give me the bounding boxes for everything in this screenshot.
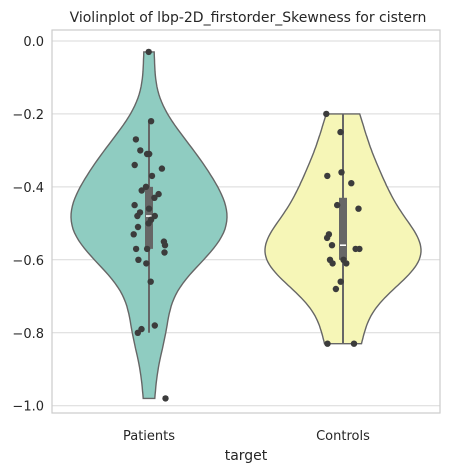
data-point bbox=[143, 245, 151, 253]
y-tick-label: −1.0 bbox=[12, 400, 44, 415]
data-point bbox=[131, 201, 138, 209]
data-point bbox=[142, 183, 150, 190]
point-layer bbox=[130, 48, 363, 402]
data-point bbox=[161, 242, 169, 249]
data-point bbox=[161, 249, 168, 256]
data-point bbox=[338, 169, 345, 176]
data-point bbox=[337, 278, 344, 285]
x-tick-label: Patients bbox=[123, 429, 175, 444]
data-point bbox=[155, 190, 162, 198]
data-point bbox=[143, 260, 150, 267]
data-point bbox=[324, 340, 331, 347]
y-tick-label: 0.0 bbox=[23, 35, 44, 50]
iqr-box-controls bbox=[339, 197, 347, 260]
y-tick-labels: 0.0 −0.2 −0.4 −0.6 −0.8 −1.0 bbox=[12, 35, 44, 415]
data-point bbox=[348, 180, 355, 187]
data-point bbox=[151, 194, 158, 201]
data-point bbox=[135, 256, 142, 263]
y-tick-label: −0.2 bbox=[12, 108, 44, 123]
x-tick-labels: Patients Controls bbox=[123, 429, 370, 444]
data-point bbox=[324, 172, 331, 180]
data-point bbox=[131, 161, 138, 169]
data-point bbox=[134, 212, 141, 220]
data-point bbox=[134, 223, 142, 231]
data-point bbox=[343, 260, 350, 267]
data-point bbox=[350, 340, 358, 347]
data-point bbox=[148, 172, 156, 180]
x-axis-label: target bbox=[225, 448, 268, 464]
data-point bbox=[323, 234, 331, 242]
data-point bbox=[145, 48, 152, 56]
data-point bbox=[132, 245, 140, 253]
data-point bbox=[134, 329, 141, 336]
data-point bbox=[146, 150, 153, 158]
y-tick-label: −0.4 bbox=[12, 181, 44, 196]
plot-frame bbox=[51, 29, 441, 414]
data-point bbox=[147, 278, 154, 285]
data-point bbox=[132, 136, 140, 143]
data-point bbox=[356, 245, 363, 253]
y-tick-label: −0.8 bbox=[12, 327, 44, 342]
data-point bbox=[329, 260, 336, 267]
data-point bbox=[145, 220, 152, 227]
violin-layer bbox=[70, 51, 422, 400]
data-point bbox=[137, 147, 144, 154]
data-point bbox=[151, 322, 158, 329]
data-point bbox=[138, 187, 145, 194]
data-point bbox=[147, 118, 155, 125]
data-point bbox=[130, 231, 137, 238]
data-point bbox=[328, 242, 336, 249]
x-tick-label: Controls bbox=[316, 429, 370, 444]
data-point bbox=[334, 201, 341, 209]
data-point bbox=[145, 205, 153, 212]
data-point bbox=[162, 395, 169, 402]
chart-title: Violinplot of lbp-2D_firstorder_Skewness… bbox=[70, 10, 427, 26]
data-point bbox=[355, 205, 362, 212]
data-point bbox=[332, 285, 340, 293]
data-point bbox=[337, 128, 344, 136]
data-point bbox=[158, 165, 166, 172]
data-point bbox=[323, 110, 330, 118]
y-tick-label: −0.6 bbox=[12, 254, 44, 269]
